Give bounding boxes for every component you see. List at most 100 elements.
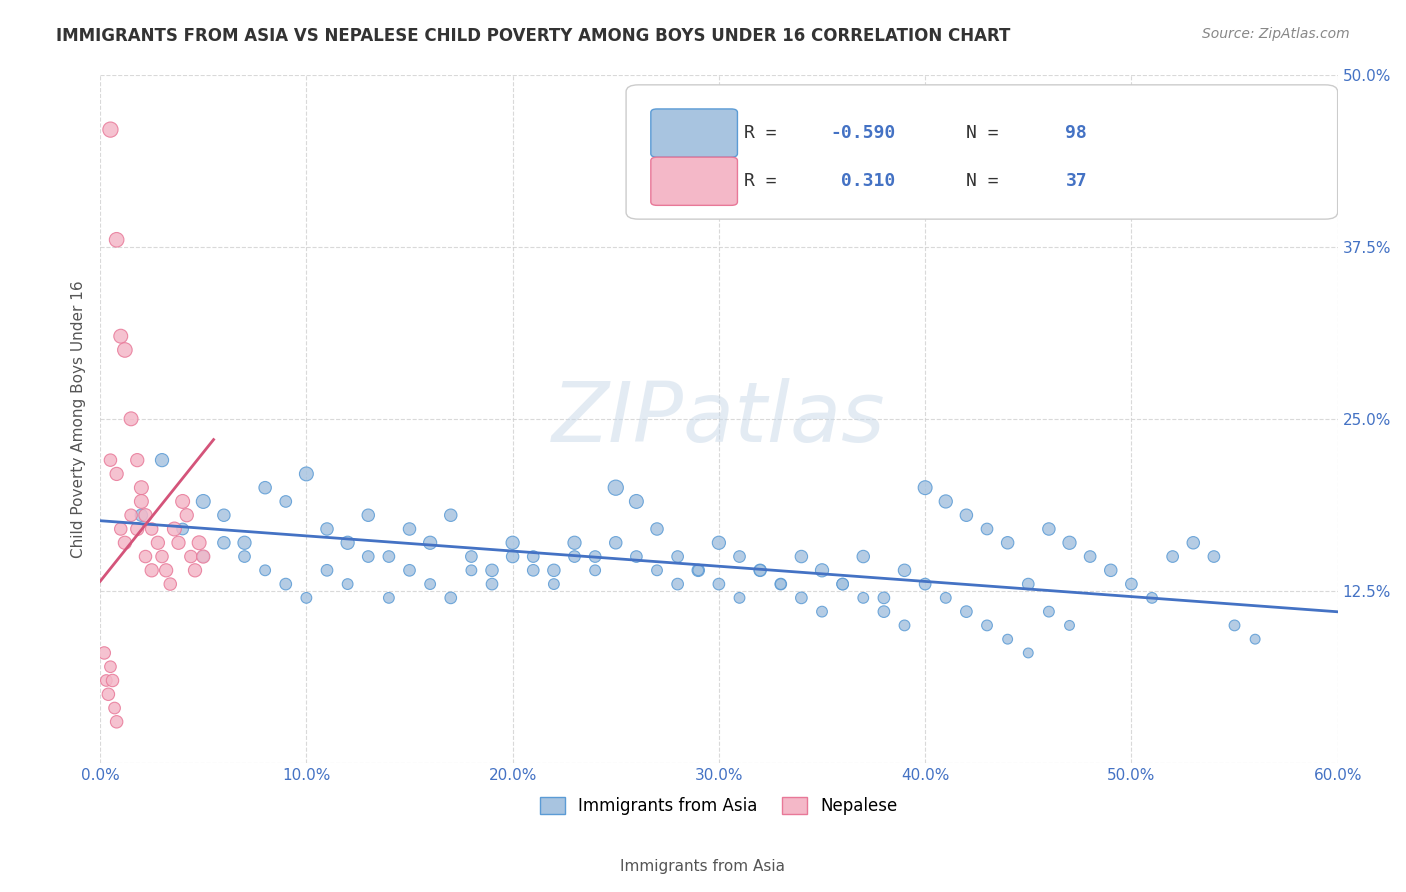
- Point: [873, 591, 896, 605]
- Point: [114, 535, 136, 549]
- Point: [274, 494, 297, 508]
- Point: [543, 577, 565, 591]
- Point: [110, 522, 132, 536]
- Point: [110, 329, 132, 343]
- Text: R =: R =: [744, 172, 787, 190]
- Point: [193, 494, 215, 508]
- Text: Source: ZipAtlas.com: Source: ZipAtlas.com: [1202, 27, 1350, 41]
- Point: [163, 522, 186, 536]
- Point: [193, 549, 215, 564]
- FancyBboxPatch shape: [626, 85, 1337, 219]
- Point: [131, 481, 153, 495]
- Point: [336, 577, 359, 591]
- Point: [831, 577, 853, 591]
- Point: [1244, 632, 1267, 647]
- Point: [976, 522, 998, 536]
- Point: [127, 522, 149, 536]
- Point: [336, 535, 359, 549]
- Point: [626, 549, 648, 564]
- Point: [893, 563, 915, 577]
- Point: [481, 577, 503, 591]
- Point: [103, 701, 125, 715]
- Point: [120, 412, 142, 426]
- Point: [97, 687, 120, 701]
- Point: [378, 549, 401, 564]
- Point: [460, 549, 482, 564]
- Point: [645, 563, 668, 577]
- Point: [100, 659, 122, 673]
- Point: [645, 522, 668, 536]
- Point: [997, 632, 1019, 647]
- Point: [728, 549, 751, 564]
- Point: [131, 508, 153, 523]
- Point: [749, 563, 772, 577]
- Point: [184, 563, 207, 577]
- Point: [212, 535, 235, 549]
- Point: [419, 535, 441, 549]
- Point: [188, 535, 211, 549]
- Point: [131, 494, 153, 508]
- Point: [1161, 549, 1184, 564]
- Point: [440, 508, 463, 523]
- Point: [150, 453, 173, 467]
- Point: [100, 122, 122, 136]
- Point: [831, 577, 853, 591]
- Text: IMMIGRANTS FROM ASIA VS NEPALESE CHILD POVERTY AMONG BOYS UNDER 16 CORRELATION C: IMMIGRANTS FROM ASIA VS NEPALESE CHILD P…: [56, 27, 1011, 45]
- FancyBboxPatch shape: [651, 109, 737, 157]
- Text: ZIPatlas: ZIPatlas: [553, 378, 886, 459]
- Point: [398, 563, 420, 577]
- Point: [120, 508, 142, 523]
- Text: -0.590: -0.590: [831, 124, 896, 142]
- Point: [419, 577, 441, 591]
- Point: [790, 549, 813, 564]
- Text: 98: 98: [1066, 124, 1087, 142]
- Point: [254, 563, 277, 577]
- Point: [1182, 535, 1205, 549]
- Point: [440, 591, 463, 605]
- Point: [193, 549, 215, 564]
- Point: [1017, 646, 1039, 660]
- Point: [1140, 591, 1163, 605]
- Point: [769, 577, 792, 591]
- Point: [893, 618, 915, 632]
- Point: [543, 563, 565, 577]
- Point: [1099, 563, 1122, 577]
- Point: [172, 522, 194, 536]
- Point: [176, 508, 198, 523]
- Y-axis label: Child Poverty Among Boys Under 16: Child Poverty Among Boys Under 16: [72, 280, 86, 558]
- Point: [274, 577, 297, 591]
- Point: [666, 549, 689, 564]
- Point: [180, 549, 202, 564]
- Point: [141, 522, 163, 536]
- Point: [688, 563, 710, 577]
- Point: [357, 508, 380, 523]
- Point: [159, 577, 181, 591]
- Point: [254, 481, 277, 495]
- Point: [522, 563, 544, 577]
- Point: [100, 453, 122, 467]
- Text: 0.310: 0.310: [831, 172, 896, 190]
- Point: [295, 591, 318, 605]
- Point: [502, 549, 524, 564]
- Point: [172, 494, 194, 508]
- Text: 37: 37: [1066, 172, 1087, 190]
- Point: [769, 577, 792, 591]
- Point: [101, 673, 124, 688]
- Point: [114, 343, 136, 357]
- Point: [96, 673, 118, 688]
- Point: [357, 549, 380, 564]
- Point: [626, 494, 648, 508]
- Point: [141, 563, 163, 577]
- Point: [1038, 605, 1060, 619]
- Point: [316, 522, 339, 536]
- Point: [167, 535, 190, 549]
- Point: [811, 563, 834, 577]
- Point: [1038, 522, 1060, 536]
- Point: [481, 563, 503, 577]
- Point: [564, 535, 586, 549]
- Point: [873, 605, 896, 619]
- Point: [150, 549, 173, 564]
- Text: R =: R =: [744, 124, 787, 142]
- Point: [976, 618, 998, 632]
- Point: [852, 591, 875, 605]
